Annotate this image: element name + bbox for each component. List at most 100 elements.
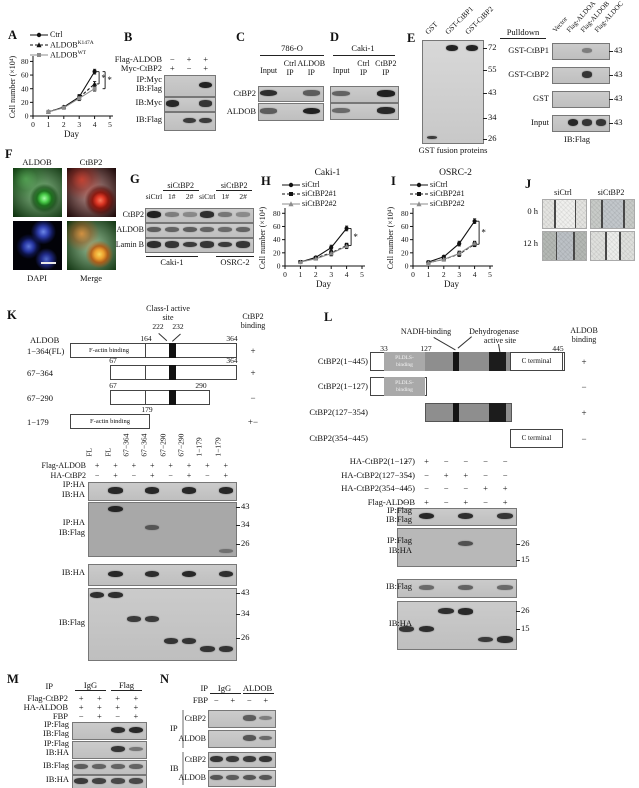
e-pd-row-label-2: GST xyxy=(532,93,549,103)
e-pd-blot-1-marker-tick-0 xyxy=(609,74,613,76)
k-blot-2-band-2 xyxy=(181,570,197,578)
n-ip-row-label-0: CtBP2 xyxy=(184,714,206,723)
l-blot-0-label-1: IB:Flag xyxy=(386,514,412,524)
n-group-underline-igg xyxy=(210,693,241,694)
m-sign-row-1-label: HA-ALDOB xyxy=(23,702,68,712)
e-pd-row-label-3: Input xyxy=(531,117,549,127)
l-row0-nadh-band xyxy=(453,352,459,371)
c-blot-1-band-1 xyxy=(303,107,320,115)
l-blot-3-band-1 xyxy=(418,626,435,633)
k-lane-label-4: 67−290 xyxy=(158,433,168,457)
n-group-igg: IgG xyxy=(217,683,232,693)
g-blot-0-band-2 xyxy=(182,212,197,217)
g-blot-0-band-3 xyxy=(200,211,215,218)
g-lane-3: siCtrl xyxy=(199,192,216,201)
d-col-0: Input xyxy=(332,66,350,75)
l-sign-row-1-v3: + xyxy=(463,469,469,480)
k-blot-3-band-3 xyxy=(145,616,160,623)
k-row1-active-site xyxy=(169,365,176,380)
l-sign-row-1-v2: + xyxy=(443,469,449,480)
g-group-header-2: siCtBP2 xyxy=(220,181,248,190)
k-blot-0-band-0 xyxy=(108,487,123,494)
m-blot-3-band-1 xyxy=(92,778,107,784)
m-blot-2-band-1 xyxy=(92,764,107,769)
wound-image-sictbp2-0h-texture xyxy=(591,200,634,228)
l-blot-3-band-5 xyxy=(497,636,513,643)
k-blot-1-marker-0: 43 xyxy=(241,501,250,512)
wound-image-sictrl-0h-texture xyxy=(543,200,586,228)
k-lane-label-2: 67−364 xyxy=(121,433,131,457)
m-blot-0-band-0 xyxy=(110,726,125,734)
k-sign-row-1-label: HA-CtBP2 xyxy=(50,471,86,480)
k-blot-1-band-2 xyxy=(218,548,233,553)
f-image-ctbp2 xyxy=(67,168,116,217)
n-ip-blot-1-band-0 xyxy=(242,735,256,741)
k-blot-3-label-0: IB:Flag xyxy=(59,616,85,627)
l-row2-dehydro-band xyxy=(489,403,506,422)
l-num-445: 445 xyxy=(552,344,564,353)
k-blot-3-band-7 xyxy=(218,646,233,653)
m-blot-3-label-0: IB:HA xyxy=(45,774,69,785)
chart-h-legend-item-1: siCtBP2#1 xyxy=(282,189,337,199)
m-sign-row-2-v1: + xyxy=(96,711,102,721)
l-row1-name: CtBP2(1−127) xyxy=(317,381,368,391)
n-ib-blot-0-band-1 xyxy=(226,756,240,762)
k-active-site-line1: Class-I active xyxy=(146,304,190,313)
k-row2-binding: − xyxy=(250,393,256,403)
m-sign-row-1-v1: + xyxy=(96,702,102,712)
c-blot-0-band-0 xyxy=(260,89,277,97)
wound-image-sictrl-12h-edge-left xyxy=(555,232,558,260)
e-pd-blot-3-marker-0: 43 xyxy=(614,116,623,127)
m-sign-row-0-v2: + xyxy=(115,693,121,703)
wound-image-sictrl-0h xyxy=(542,199,587,229)
l-sign-row-3-v4: − xyxy=(483,496,488,507)
m-sign-row-1-v0: + xyxy=(78,702,84,712)
svg-text:40: 40 xyxy=(21,84,29,93)
panel-letter-d: D xyxy=(330,30,340,44)
c-row-label-1: ALDOB xyxy=(226,106,256,116)
f-label-dapi: DAPI xyxy=(27,273,47,283)
l-num-33: 33 xyxy=(380,344,388,353)
panel-letter-i: I xyxy=(391,174,396,188)
l-row1-pldls-t2: binding xyxy=(396,387,413,393)
k-sign-row-1-v0: − xyxy=(94,471,100,480)
l-row1-pldls: PLDLS-binding xyxy=(384,377,425,396)
e-gel-marker-tick-0 xyxy=(483,47,487,49)
l-dehydro-connector xyxy=(498,344,501,353)
wound-image-sictrl-12h-texture xyxy=(543,232,586,260)
l-blot-0-band-0 xyxy=(418,512,435,520)
m-blot-1-label-0: IP:Flag xyxy=(43,737,69,748)
g-lane-4: 1# xyxy=(221,192,230,201)
l-blot-3-band-0 xyxy=(399,626,415,633)
l-row0-mid xyxy=(425,352,510,371)
l-row3-binding: − xyxy=(581,434,587,444)
legend-marker-triangle-icon xyxy=(410,200,428,206)
k-row1-divider xyxy=(145,365,146,380)
n-ip-row-label-1: ALDOB xyxy=(178,734,206,743)
f-label-aldob: ALDOB xyxy=(22,157,52,167)
c-col-1-a: Ctrl xyxy=(283,59,297,68)
k-blot-2-band-0 xyxy=(108,570,123,578)
l-row3-cterm: C terminal xyxy=(510,429,563,448)
chart-h-plot-svg: 0 20 40 60 80 0 1 2 3 4 5 Day Cell number (×10⁴) * xyxy=(258,206,365,289)
l-blot-1-box xyxy=(397,528,517,567)
k-blot-1-marker-2: 26 xyxy=(241,538,250,549)
svg-text:Cell number (×10⁴): Cell number (×10⁴) xyxy=(386,206,395,269)
k-row0-name: 1−364(FL) xyxy=(27,346,65,356)
k-num-67b: 67 xyxy=(109,381,117,390)
wound-image-sictbp2-12h xyxy=(590,231,635,261)
k-lane-label-7: 1−179 xyxy=(213,437,223,457)
svg-text:4: 4 xyxy=(473,270,477,279)
panel-letter-e: E xyxy=(407,31,416,45)
svg-text:2: 2 xyxy=(62,120,66,129)
g-blot-2-band-2 xyxy=(182,241,197,248)
k-row0-box xyxy=(145,343,237,358)
e-gel-box xyxy=(422,40,484,144)
panel-h-caki1-chart: 0 20 40 60 80 0 1 2 3 4 5 Day Cell number (×10⁴) * siC… xyxy=(258,168,384,294)
f-label-merge: Merge xyxy=(79,273,103,283)
l-blot-1-marker-0: 26 xyxy=(521,537,530,548)
n-ib-blot-1-box xyxy=(208,770,276,787)
l-blot-0-label-0: IP:Flag xyxy=(386,504,412,515)
m-blot-0-band-1 xyxy=(128,726,143,734)
